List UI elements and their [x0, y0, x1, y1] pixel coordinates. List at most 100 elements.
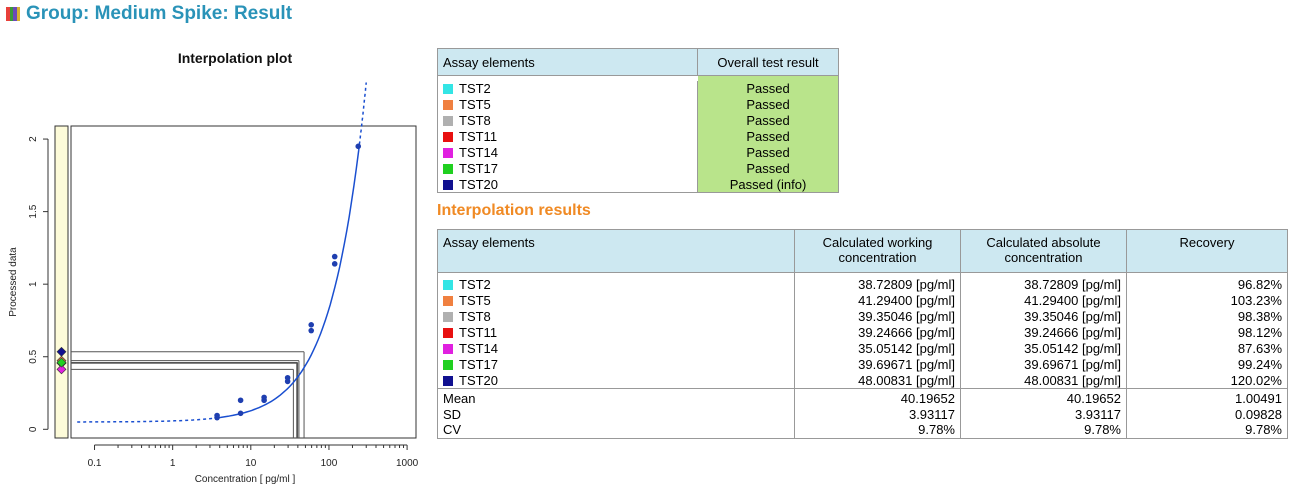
- fit-curve-extrapolated: [357, 82, 367, 151]
- color-swatch: [443, 132, 453, 142]
- x-tick-label: 0.1: [88, 458, 102, 469]
- assay-name: TST11: [459, 129, 498, 144]
- assay-name-cell: TST14: [437, 340, 795, 357]
- assay-name: TST5: [459, 293, 491, 308]
- assay-name-cell: TST2: [437, 276, 795, 293]
- color-swatch: [443, 280, 453, 290]
- absolute-cell: 39.35046 [pg/ml]: [960, 308, 1127, 325]
- sample-marker: [56, 364, 67, 375]
- standard-point: [331, 261, 338, 267]
- recovery-cell: 87.63%: [1126, 340, 1288, 357]
- stat-working-cell: 9.78%: [794, 422, 961, 439]
- recovery-cell: 98.38%: [1126, 308, 1288, 325]
- result-cell: Passed: [697, 160, 839, 177]
- recovery-cell: 99.24%: [1126, 356, 1288, 373]
- working-cell: 38.72809 [pg/ml]: [794, 276, 961, 293]
- col-header-result: Overall test result: [697, 48, 839, 76]
- stat-working-cell: 40.19652: [794, 388, 961, 406]
- assay-name: TST20: [459, 372, 499, 388]
- table-row: TST5 41.29400 [pg/ml] 41.29400 [pg/ml] 103.…: [437, 292, 1288, 309]
- recovery-cell: 98.12%: [1126, 324, 1288, 341]
- color-swatch: [443, 116, 453, 126]
- table-row: TST8 Passed: [437, 112, 839, 129]
- assay-name-cell: TST17: [437, 160, 698, 177]
- color-swatch: [443, 84, 453, 94]
- table-row: TST11 Passed: [437, 128, 839, 145]
- assay-name-cell: TST5: [437, 96, 698, 113]
- spacer-row: [437, 272, 1288, 277]
- table-row: TST5 Passed: [437, 96, 839, 113]
- table-row: TST2 38.72809 [pg/ml] 38.72809 [pg/ml] 96.8…: [437, 276, 1288, 293]
- y-tick-label: 0: [28, 426, 39, 432]
- x-tick-label: 1000: [396, 458, 419, 469]
- recovery-cell: 103.23%: [1126, 292, 1288, 309]
- stat-absolute-cell: 40.19652: [960, 388, 1127, 406]
- sample-strip: [54, 125, 69, 439]
- assay-name-cell: TST8: [437, 112, 698, 129]
- assay-name: TST17: [459, 357, 499, 372]
- recovery-cell: 96.82%: [1126, 276, 1288, 293]
- table-row: TST17 39.69671 [pg/ml] 39.69671 [pg/ml] 99.…: [437, 356, 1288, 373]
- working-cell: 39.35046 [pg/ml]: [794, 308, 961, 325]
- working-cell: 41.29400 [pg/ml]: [794, 292, 961, 309]
- assay-name: TST11: [459, 325, 498, 340]
- working-cell: 35.05142 [pg/ml]: [794, 340, 961, 357]
- stat-absolute-cell: 3.93117: [960, 406, 1127, 422]
- assay-name: TST20: [459, 176, 499, 192]
- stat-label: SD: [437, 406, 795, 422]
- interpolation-plot: 0 0.5 1 1.5 2 Processed data 0.1 1 10 100 1000 Conc…: [8, 82, 419, 485]
- stat-working-cell: 3.93117: [794, 406, 961, 422]
- standard-point: [355, 143, 362, 150]
- stats-row: SD 3.93117 3.93117 0.09828: [437, 406, 1288, 422]
- col-header-recovery: Recovery: [1126, 229, 1288, 273]
- absolute-cell: 48.00831 [pg/ml]: [960, 372, 1127, 389]
- col-header-working: Calculated working concentration: [794, 229, 961, 273]
- absolute-cell: 39.69671 [pg/ml]: [960, 356, 1127, 373]
- color-swatch: [443, 179, 453, 190]
- result-cell: Passed: [697, 128, 839, 145]
- y-tick-label: 1: [28, 281, 39, 287]
- standard-point: [331, 253, 338, 260]
- sample-marker: [56, 346, 67, 357]
- table-row: TST20 48.00831 [pg/ml] 48.00831 [pg/ml] 120…: [437, 372, 1288, 389]
- assay-name-cell: TST5: [437, 292, 795, 309]
- color-swatch: [443, 296, 453, 306]
- table-row: TST17 Passed: [437, 160, 839, 177]
- assay-result-table: Assay elements Overall test result TST2 P…: [437, 48, 839, 193]
- table-row: TST11 39.24666 [pg/ml] 39.24666 [pg/ml] 98.…: [437, 324, 1288, 341]
- recovery-cell: 120.02%: [1126, 372, 1288, 389]
- assay-name: TST2: [459, 81, 491, 96]
- absolute-cell: 41.29400 [pg/ml]: [960, 292, 1127, 309]
- interpolation-results-table: Assay elements Calculated working concen…: [437, 229, 1288, 439]
- col-header-assay: Assay elements: [437, 229, 795, 273]
- section-title: Interpolation results: [437, 202, 591, 219]
- assay-name: TST17: [459, 161, 499, 176]
- result-cell: Passed (info): [697, 176, 839, 193]
- standard-point: [284, 374, 291, 381]
- absolute-cell: 35.05142 [pg/ml]: [960, 340, 1127, 357]
- table-row: TST8 39.35046 [pg/ml] 39.35046 [pg/ml] 98.3…: [437, 308, 1288, 325]
- stats-row: CV 9.78% 9.78% 9.78%: [437, 422, 1288, 439]
- result-cell: Passed: [697, 96, 839, 113]
- color-swatch: [443, 100, 453, 110]
- assay-name: TST8: [459, 113, 491, 128]
- col-header-absolute: Calculated absolute concentration: [960, 229, 1127, 273]
- stat-label: CV: [437, 422, 795, 439]
- stats-row: Mean 40.19652 40.19652 1.00491: [437, 388, 1288, 406]
- spacer-row: [437, 75, 839, 81]
- working-cell: 48.00831 [pg/ml]: [794, 372, 961, 389]
- table-row: TST20 Passed (info): [437, 176, 839, 193]
- chart-title: Interpolation plot: [177, 50, 293, 66]
- color-swatch: [443, 375, 453, 386]
- working-cell: 39.24666 [pg/ml]: [794, 324, 961, 341]
- table-row: TST14 Passed: [437, 144, 839, 161]
- stat-recovery-cell: 1.00491: [1126, 388, 1288, 406]
- x-axis-label: Concentration [ pg/ml ]: [195, 474, 296, 485]
- assay-name-cell: TST11: [437, 128, 698, 145]
- fit-curve-extrapolated: [77, 417, 217, 423]
- assay-name-cell: TST20: [437, 176, 698, 193]
- col-header-assay: Assay elements: [437, 48, 698, 76]
- x-tick-label: 100: [321, 458, 338, 469]
- assay-name-cell: TST2: [437, 80, 698, 97]
- stat-recovery-cell: 0.09828: [1126, 406, 1288, 422]
